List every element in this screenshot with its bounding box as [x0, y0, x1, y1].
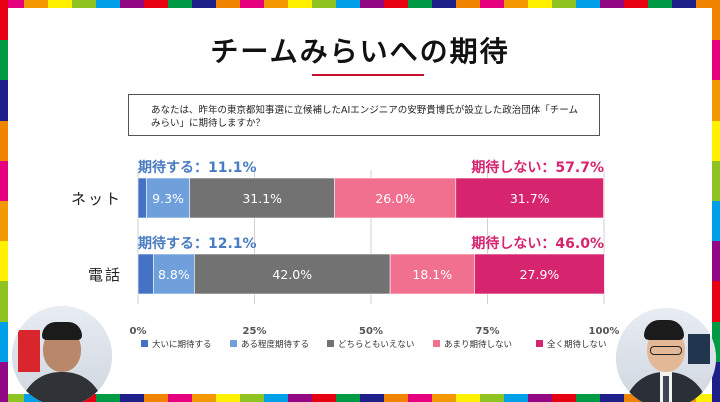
- legend-swatch: [327, 340, 334, 347]
- data-label: 27.9%: [520, 267, 560, 282]
- bar-segment: [194, 253, 391, 295]
- right-color-stripe: [712, 0, 720, 402]
- data-label: 31.7%: [510, 191, 550, 206]
- not-expect-total-label: 期待しない：46.0%: [471, 235, 604, 252]
- slide-title: チームみらいへの期待: [210, 35, 510, 68]
- bar-segment: [189, 177, 335, 219]
- legend-label: どちらともいえない: [338, 340, 414, 350]
- background-sign: [18, 330, 40, 372]
- expect-total-label: 期待する：11.1%: [138, 159, 257, 176]
- legend-label: 全く期待しない: [547, 339, 607, 350]
- stacked-bar-chart: 0% 25% 50% 75% 100% ネット 9.3% 31.1% 26.0% 31.7% 期待す…: [71, 159, 620, 350]
- legend-swatch: [230, 340, 237, 347]
- slide: チームみらいへの期待 あなたは、昨年の東京都知事選に立候補したAIエンジニアの安…: [8, 8, 716, 402]
- x-tick-label: 75%: [476, 326, 500, 337]
- person-hair: [42, 322, 82, 340]
- data-label: 31.1%: [242, 191, 282, 206]
- bar-segment: [389, 253, 475, 295]
- left-color-stripe: [0, 0, 8, 402]
- not-expect-total-label: 期待しない：57.7%: [471, 159, 604, 176]
- person-tie: [663, 376, 669, 402]
- bar-segment: [334, 177, 457, 219]
- background-sign: [688, 334, 710, 364]
- x-tick-label: 50%: [359, 326, 383, 337]
- x-tick-label: 100%: [589, 326, 620, 337]
- webcam-right: [616, 308, 716, 402]
- person-hair: [644, 320, 684, 340]
- legend-label: 大いに期待する: [152, 339, 212, 350]
- data-label: 42.0%: [272, 267, 312, 282]
- bar-segment: [146, 177, 191, 219]
- title-underline: [312, 74, 424, 76]
- legend-swatch: [433, 340, 440, 347]
- legend-label: ある程度期待する: [241, 339, 309, 350]
- bar-segment: [455, 177, 604, 219]
- data-label: 18.1%: [412, 267, 452, 282]
- legend-swatch: [536, 340, 543, 347]
- legend-swatch: [141, 340, 148, 347]
- category-label: 電話: [88, 266, 122, 284]
- bar-segment: [153, 253, 195, 295]
- x-tick-label: 25%: [243, 326, 267, 337]
- x-tick-label: 0%: [130, 326, 147, 337]
- bar-segment: [137, 177, 147, 219]
- survey-question: あなたは、昨年の東京都知事選に立候補したAIエンジニアの安野貴博氏が設立した政治…: [128, 94, 600, 136]
- data-label: 8.8%: [158, 267, 190, 282]
- expect-total-label: 期待する：12.1%: [138, 235, 257, 252]
- bar-segment: [474, 253, 605, 295]
- top-color-stripe: [0, 0, 720, 8]
- data-label: 26.0%: [375, 191, 415, 206]
- data-label: 9.3%: [152, 191, 184, 206]
- glasses-icon: [650, 346, 682, 355]
- legend-label: あまり期待しない: [444, 339, 512, 350]
- category-label: ネット: [71, 190, 122, 208]
- webcam-left: [12, 306, 112, 402]
- bar-segment: [137, 253, 154, 295]
